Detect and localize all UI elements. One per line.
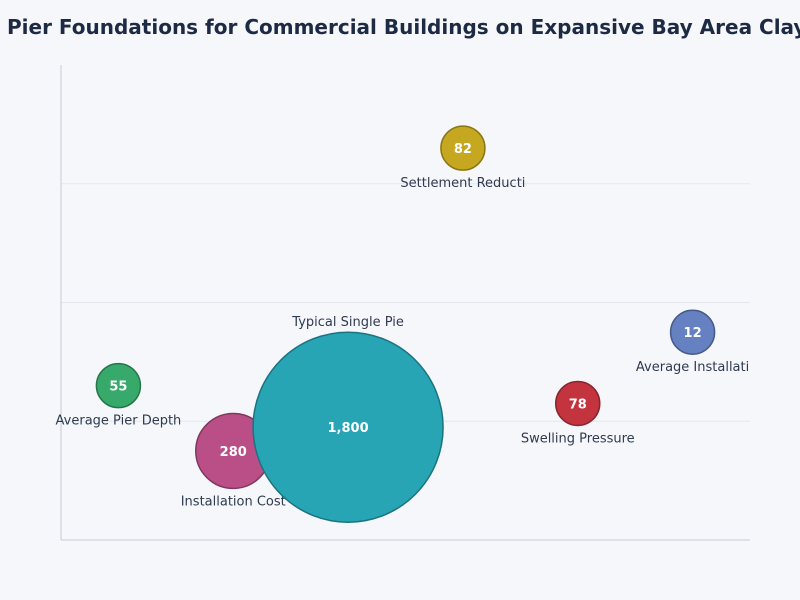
bubble-category-label: Settlement Reducti — [400, 176, 525, 191]
bubble-group: 12 Average Installati — [636, 309, 749, 375]
bubble — [252, 331, 444, 523]
bubble-group: 280 Installation Cost — [181, 412, 286, 509]
bubble-group: 55 Average Pier Depth — [56, 362, 182, 429]
bubble-value-label: 82 — [454, 142, 472, 157]
bubble-category-label: Typical Single Pie — [291, 315, 404, 330]
bubble-value-label: 280 — [220, 445, 247, 460]
bubble — [440, 125, 486, 171]
bubble-category-label: Swelling Pressure — [521, 431, 635, 446]
bubble-value-label: 1,800 — [328, 421, 369, 436]
bubble — [669, 309, 716, 355]
bubble-value-label: 12 — [684, 326, 702, 341]
bubble-group: 82 Settlement Reducti — [400, 125, 525, 191]
bubble — [555, 380, 601, 427]
bubble-series: 55 Average Pier Depth 280 Installation Cost… — [56, 125, 749, 523]
bubble-value-label: 55 — [109, 380, 127, 395]
chart-title: ed Pier Foundations for Commercial Build… — [0, 15, 800, 39]
bubble-category-label: Installation Cost — [181, 494, 286, 509]
bubble-category-label: Average Pier Depth — [56, 414, 182, 429]
bubble-value-label: 78 — [569, 397, 587, 412]
bubble — [95, 362, 142, 409]
bubble-group: 78 Swelling Pressure — [521, 380, 635, 446]
bubble-group: 1,800 Typical Single Pie — [252, 315, 444, 523]
bubble-category-label: Average Installati — [636, 360, 749, 375]
